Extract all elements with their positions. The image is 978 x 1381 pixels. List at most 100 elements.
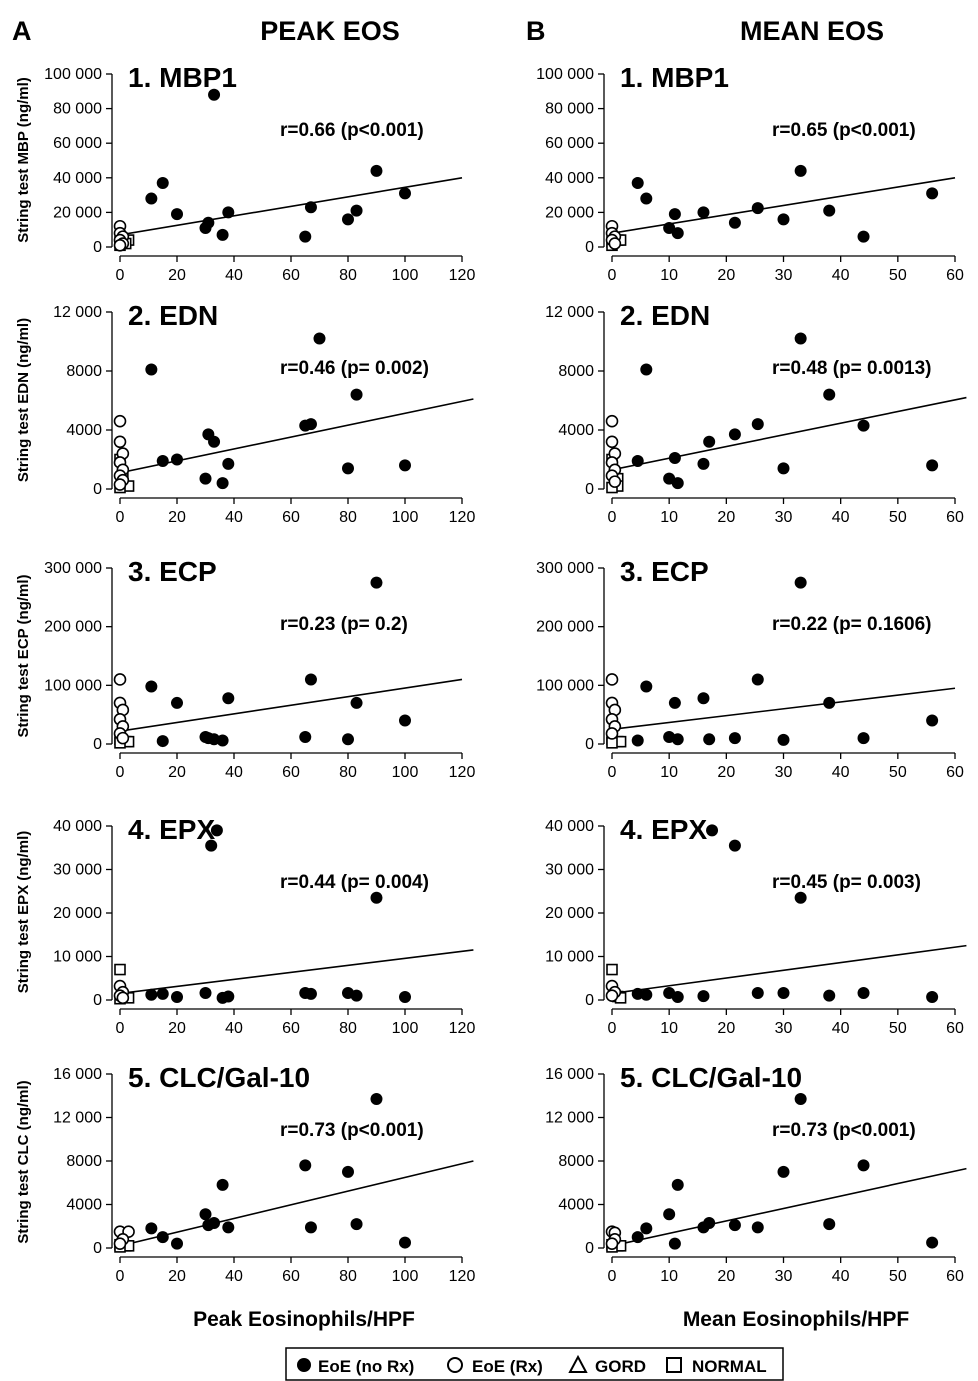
y-tick-label: 4000 <box>66 422 102 439</box>
panel-title: 5. CLC/Gal-10 <box>620 1062 802 1093</box>
x-tick-label: 100 <box>392 1268 419 1285</box>
y-tick-label: 12 000 <box>53 304 102 321</box>
chart-panel-B5: 0 4000 8000 12 000 16 000 0 10 20 30 40 50 60 5. CLC… <box>545 1062 967 1285</box>
x-tick-label: 20 <box>168 267 186 284</box>
x-tick-label: 60 <box>282 764 300 781</box>
data-point-eoe-rx <box>113 673 127 686</box>
data-point-eoe-rx <box>116 991 130 1005</box>
data-point-eoe-norx <box>671 477 684 490</box>
panel-title: 4. EPX <box>620 814 707 845</box>
x-tick-label: 40 <box>225 1268 243 1285</box>
column-header-b: B MEAN EOS <box>526 16 884 46</box>
x-tick-label: 30 <box>775 267 793 284</box>
correlation-annotation: r=0.44 (p= 0.004) <box>280 872 429 893</box>
x-tick-label: 80 <box>339 509 357 526</box>
legend-open-square-icon <box>666 1357 682 1373</box>
x-tick-label: 120 <box>449 1020 476 1037</box>
x-tick-label: 50 <box>889 509 907 526</box>
correlation-annotation: r=0.46 (p= 0.002) <box>280 358 429 379</box>
y-tick-label: 60 000 <box>53 135 102 152</box>
data-point-eoe-norx <box>399 714 411 727</box>
x-tick-label: 120 <box>449 509 476 526</box>
data-point-eoe-norx <box>823 1218 836 1231</box>
panel-letter-a: A <box>12 16 32 46</box>
data-point-eoe-norx <box>640 680 653 693</box>
data-point-eoe-norx <box>728 839 741 852</box>
data-point-eoe-norx <box>304 201 317 214</box>
data-point-eoe-norx <box>399 187 411 200</box>
data-point-eoe-norx <box>631 454 644 467</box>
data-point-eoe-norx <box>171 1237 183 1250</box>
y-tick-label: 8000 <box>558 363 594 380</box>
data-point-eoe-norx <box>857 419 870 432</box>
data-point-eoe-norx <box>145 680 158 693</box>
data-point-eoe-norx <box>823 204 836 217</box>
data-point-eoe-norx <box>663 1208 676 1221</box>
data-point-eoe-rx <box>605 435 619 449</box>
data-point-eoe-norx <box>216 477 229 490</box>
y-tick-label: 40 000 <box>53 818 102 835</box>
y-tick-label: 10 000 <box>53 949 102 966</box>
data-point-eoe-norx <box>304 673 317 686</box>
data-point-eoe-norx <box>171 696 183 709</box>
data-point-eoe-norx <box>304 987 317 1000</box>
x-tick-label: 20 <box>168 509 186 526</box>
y-tick-label: 16 000 <box>53 1066 102 1083</box>
column-title-mean: MEAN EOS <box>740 16 884 46</box>
correlation-annotation: r=0.65 (p<0.001) <box>772 120 916 141</box>
correlation-annotation: r=0.73 (p<0.001) <box>280 1120 424 1141</box>
chart-panel-A3: 0 100 000 200 000 300 000 0 20 40 60 80 100 120 3. … <box>15 556 475 781</box>
data-point-eoe-norx <box>171 453 183 466</box>
regression-line <box>611 1167 967 1247</box>
chart-panel-A2: 0 4000 8000 12 000 0 20 40 60 80 100 120 2. EDN r=0.… <box>15 300 475 526</box>
data-point-eoe-norx <box>350 696 363 709</box>
data-point-eoe-norx <box>640 1222 653 1235</box>
data-point-eoe-norx <box>777 733 790 746</box>
data-point-eoe-norx <box>777 1165 790 1178</box>
data-point-eoe-norx <box>222 457 235 470</box>
legend-item-normal: NORMAL <box>666 1357 767 1376</box>
data-point-eoe-norx <box>156 176 169 189</box>
data-point-eoe-rx <box>113 238 127 252</box>
x-tick-label: 120 <box>449 764 476 781</box>
y-tick-label: 40 000 <box>545 818 594 835</box>
data-point-eoe-norx <box>342 462 354 475</box>
chart-panel-B4: 0 10 000 20 000 30 000 40 000 0 10 20 30 40 50 60 4.… <box>545 814 967 1037</box>
x-tick-label: 0 <box>116 1268 125 1285</box>
data-point-eoe-norx <box>299 230 312 243</box>
y-tick-label: 80 000 <box>53 101 102 118</box>
data-point-eoe-norx <box>777 462 790 475</box>
data-point-eoe-norx <box>857 230 870 243</box>
y-tick-label: 300 000 <box>536 560 594 577</box>
panel-title: 2. EDN <box>128 300 218 331</box>
panel-letter-b: B <box>526 16 546 46</box>
x-tick-label: 60 <box>946 1268 964 1285</box>
regression-line <box>611 396 967 471</box>
data-point-eoe-rx <box>605 1237 619 1250</box>
data-point-eoe-norx <box>631 1231 644 1244</box>
data-point-eoe-norx <box>926 990 939 1003</box>
x-tick-label: 100 <box>392 1020 419 1037</box>
data-point-eoe-norx <box>631 734 644 747</box>
data-point-eoe-norx <box>350 989 363 1002</box>
data-point-eoe-norx <box>199 472 212 485</box>
y-tick-label: 40 000 <box>545 170 594 187</box>
data-point-eoe-norx <box>823 989 836 1002</box>
data-point-eoe-norx <box>171 208 183 221</box>
chart-panel-A1: 0 20 000 40 000 60 000 80 000 100 000 0 20 40 60 8… <box>15 62 475 284</box>
data-point-eoe-norx <box>199 987 212 1000</box>
panel-title: 4. EPX <box>128 814 215 845</box>
y-tick-label: 20 000 <box>545 905 594 922</box>
x-axis-label-mean: Mean Eosinophils/HPF <box>683 1308 910 1331</box>
y-tick-label: 200 000 <box>44 619 102 636</box>
data-point-eoe-norx <box>697 990 710 1003</box>
data-point-eoe-norx <box>668 1237 681 1250</box>
x-tick-label: 10 <box>660 1268 678 1285</box>
data-point-eoe-norx <box>350 204 363 217</box>
y-tick-label: 8000 <box>66 363 102 380</box>
regression-line <box>119 177 463 236</box>
y-tick-label: 0 <box>585 481 594 498</box>
x-tick-label: 10 <box>660 267 678 284</box>
data-point-eoe-norx <box>222 206 235 219</box>
